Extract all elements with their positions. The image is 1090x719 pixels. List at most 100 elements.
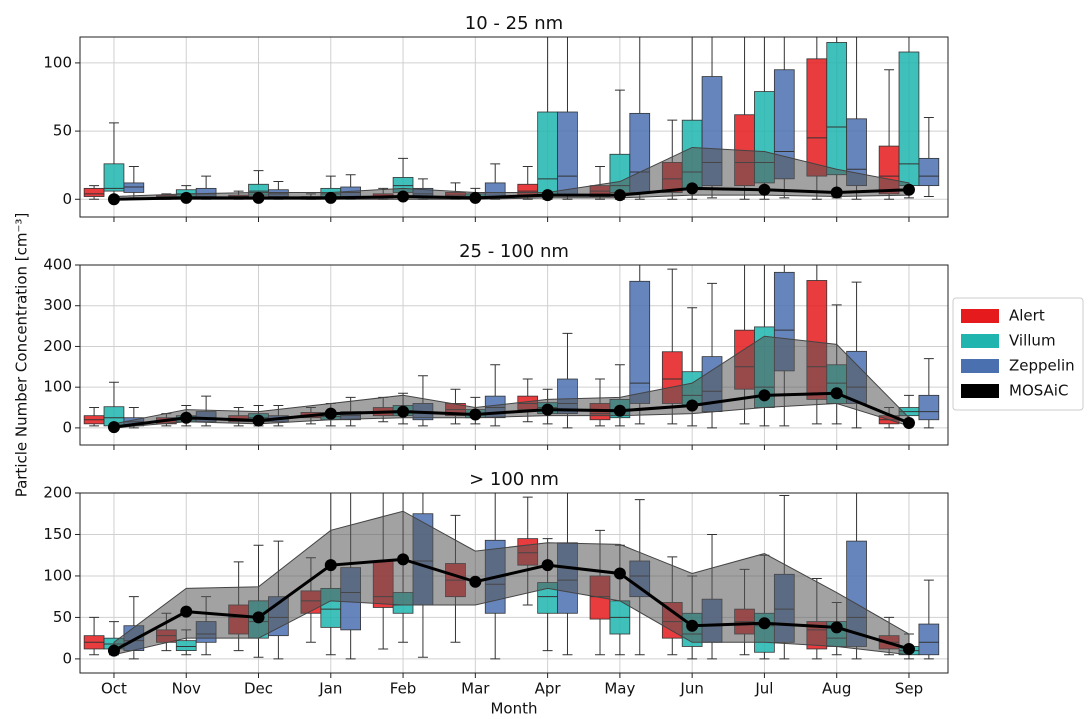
- whisker-high: [417, 178, 428, 189]
- box: [175, 640, 197, 652]
- point: [758, 617, 771, 630]
- y-tick-label: 100: [43, 378, 72, 396]
- point: [541, 559, 554, 572]
- y-tick-label: 0: [62, 190, 72, 208]
- line: [113, 391, 910, 429]
- y-axis-label: Particle Number Concentration [cm⁻³]: [13, 213, 31, 498]
- whisker-high: [201, 175, 212, 189]
- point: [541, 189, 554, 202]
- whisker-low: [811, 648, 822, 660]
- legend-label: Zeppelin: [1009, 357, 1075, 375]
- whisker-high: [542, 37, 553, 112]
- box: [537, 111, 558, 196]
- y-tick-label: 150: [43, 525, 72, 543]
- line: [113, 557, 910, 652]
- whisker-high: [201, 395, 212, 412]
- whisker-high: [739, 265, 750, 331]
- x-tick-label: Aug: [822, 680, 851, 698]
- x-axis-label: Month: [490, 700, 537, 718]
- point: [397, 190, 410, 203]
- plot-content: [83, 37, 940, 206]
- whisker-high: [614, 89, 625, 155]
- whisker-low: [181, 650, 192, 656]
- whisker-low: [345, 629, 356, 660]
- box: [918, 394, 940, 421]
- point: [758, 183, 771, 196]
- plot-content: [83, 493, 940, 660]
- whisker-low: [707, 411, 717, 429]
- whisker-high: [128, 166, 139, 183]
- whisker-low: [398, 613, 409, 643]
- whisker-high: [779, 37, 790, 70]
- whisker-low: [325, 627, 336, 656]
- whisker-high: [634, 37, 645, 114]
- whisker-high: [522, 496, 533, 539]
- whisker-high: [109, 381, 119, 407]
- whisker-low: [253, 638, 264, 658]
- whisker-high: [89, 185, 100, 189]
- whisker-high: [490, 163, 501, 183]
- whisker-high: [811, 265, 822, 281]
- x-tick-label: Jun: [679, 680, 703, 698]
- x-tick-label: Apr: [535, 680, 562, 698]
- point: [758, 389, 771, 402]
- point: [180, 605, 193, 618]
- whisker-high: [128, 596, 139, 626]
- whisker-high: [181, 185, 192, 190]
- whisker-high: [923, 579, 934, 625]
- whisker-high: [273, 181, 284, 190]
- box: [806, 58, 828, 177]
- point: [324, 191, 337, 204]
- whisker-high: [634, 499, 645, 562]
- point: [252, 414, 265, 427]
- whisker-low: [707, 642, 717, 660]
- y-tick-label: 400: [43, 256, 72, 274]
- point: [613, 404, 626, 417]
- x-tick-label: Dec: [244, 680, 273, 698]
- whisker-high: [851, 37, 862, 119]
- whisker-high: [759, 37, 770, 92]
- x-tick-label: Mar: [461, 680, 490, 698]
- legend-swatch: [961, 309, 999, 323]
- whisker-low: [201, 642, 212, 656]
- point: [107, 193, 120, 206]
- x-tick-label: Jul: [754, 680, 773, 698]
- point: [324, 407, 337, 420]
- whisker-high: [759, 265, 770, 327]
- whisker-high: [904, 394, 914, 408]
- whisker-low: [614, 634, 625, 656]
- whisker-high: [109, 621, 119, 639]
- whisker-low: [923, 419, 934, 429]
- whisker-low: [831, 403, 842, 425]
- point: [613, 567, 626, 580]
- line: [113, 186, 910, 201]
- whisker-low: [345, 419, 356, 427]
- whisker-low: [884, 423, 895, 429]
- whisker-low: [128, 650, 139, 660]
- y-tick-label: 50: [53, 608, 72, 626]
- point: [107, 421, 120, 434]
- x-tick-label: Sep: [895, 680, 923, 698]
- plot-content: [83, 265, 940, 434]
- plot-frame: [79, 264, 949, 446]
- whisker-high: [811, 37, 822, 59]
- point: [686, 399, 699, 412]
- y-tick-label: 100: [43, 566, 72, 584]
- whisker-high: [779, 265, 790, 273]
- x-tick-label: Feb: [390, 680, 417, 698]
- legend: [952, 297, 1084, 411]
- whisker-high: [490, 493, 501, 541]
- whisker-low: [759, 652, 770, 660]
- y-tick-label: 200: [43, 337, 72, 355]
- point: [252, 191, 265, 204]
- box: [557, 111, 578, 196]
- whisker-high: [128, 407, 139, 418]
- whisker-high: [707, 282, 717, 357]
- point: [180, 411, 193, 424]
- point: [902, 183, 915, 196]
- box: [103, 163, 125, 192]
- legend-label: MOSAiC: [1009, 382, 1068, 400]
- whisker-high: [89, 616, 100, 636]
- legend-label: Alert: [1009, 307, 1045, 325]
- whisker-high: [562, 37, 573, 112]
